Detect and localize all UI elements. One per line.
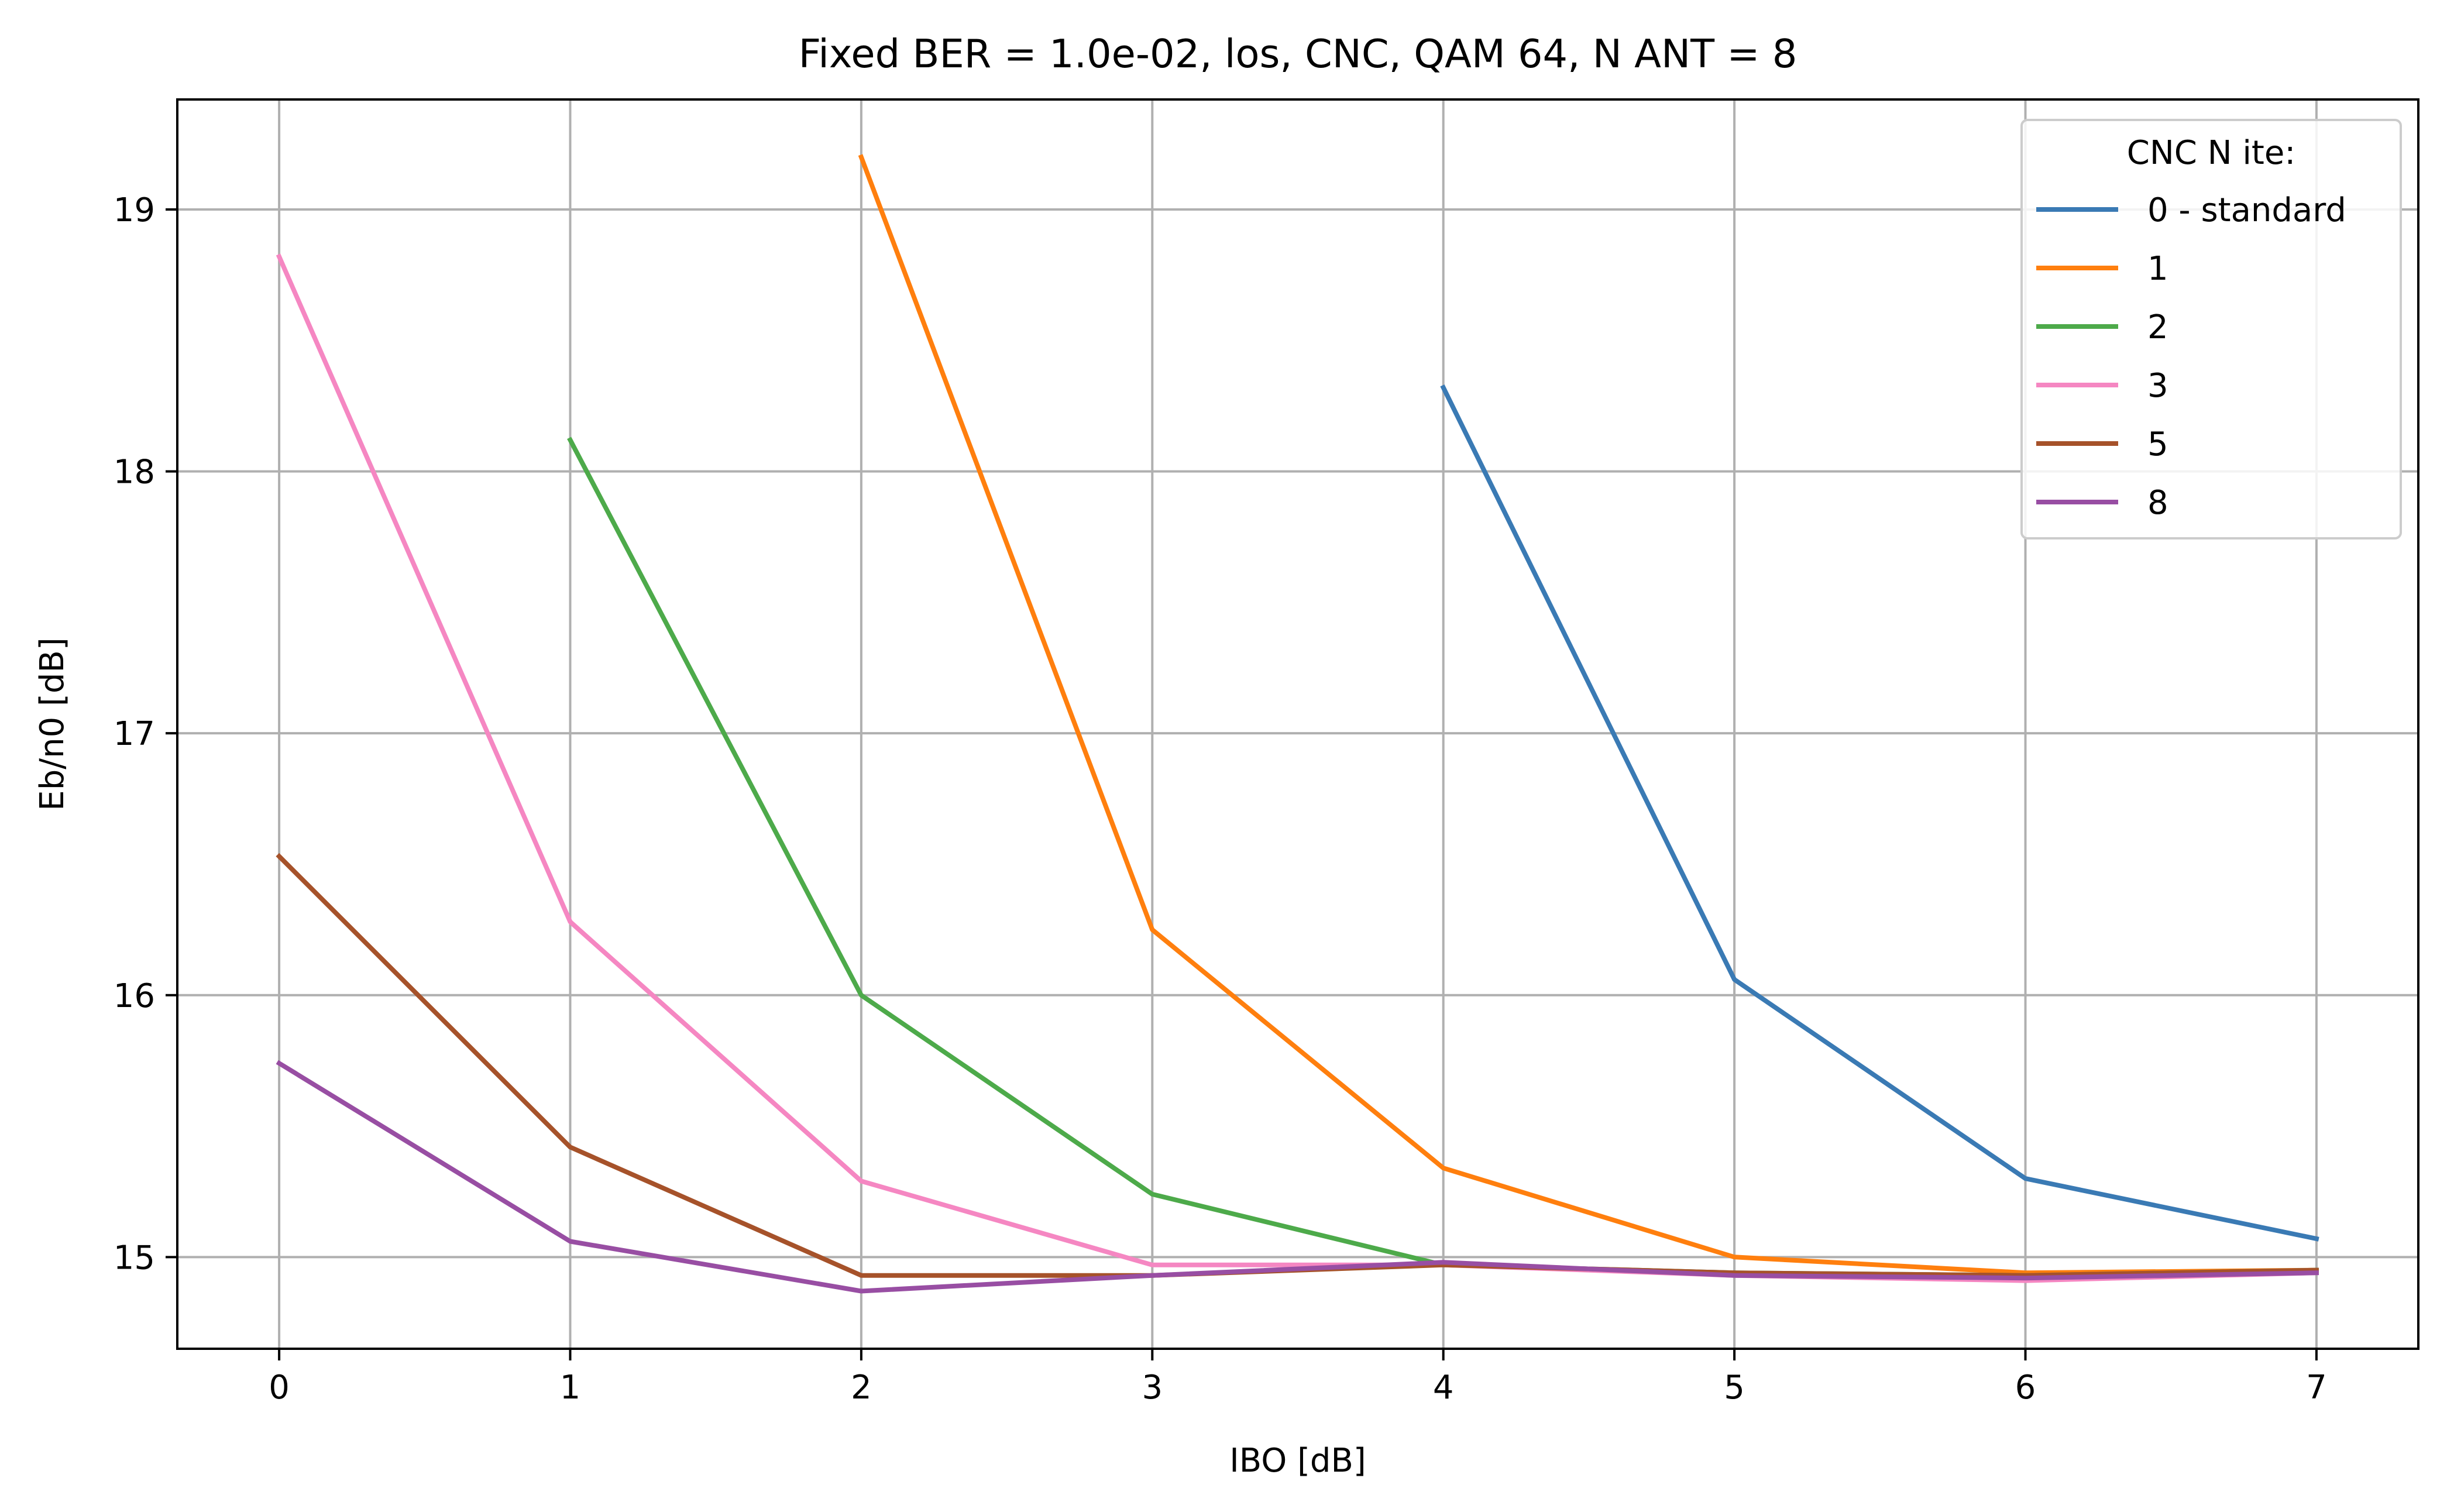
plot-area-frame bbox=[176, 98, 2419, 1350]
x-tick-label-2: 2 bbox=[851, 1369, 872, 1407]
chart-title: Fixed BER = 1.0e-02, los, CNC, QAM 64, N… bbox=[799, 31, 1798, 77]
y-axis-label: Eb/n0 [dB] bbox=[33, 637, 71, 810]
y-tick-label-3: 18 bbox=[114, 453, 155, 492]
legend-title: CNC N ite: bbox=[2127, 134, 2295, 172]
x-axis-label: IBO [dB] bbox=[1229, 1442, 1366, 1480]
x-tick-label-1: 1 bbox=[560, 1369, 581, 1407]
legend-label-5: 8 bbox=[2147, 484, 2168, 522]
x-tick-label-5: 5 bbox=[1724, 1369, 1745, 1407]
x-tick-label-3: 3 bbox=[1142, 1369, 1163, 1407]
legend-label-3: 3 bbox=[2147, 367, 2168, 405]
x-tick-label-0: 0 bbox=[269, 1369, 290, 1407]
x-tick-label-4: 4 bbox=[1433, 1369, 1454, 1407]
y-tick-label-2: 17 bbox=[114, 715, 155, 753]
legend: CNC N ite: 0 - standard 1 2 3 5 8 bbox=[2020, 119, 2402, 539]
legend-label-1: 1 bbox=[2147, 250, 2168, 288]
legend-label-0: 0 - standard bbox=[2147, 191, 2346, 229]
legend-label-2: 2 bbox=[2147, 308, 2168, 346]
series-line-0 bbox=[1440, 384, 2319, 1242]
series-group bbox=[276, 154, 2319, 1294]
series-line-5 bbox=[276, 1060, 2319, 1294]
legend-entries: 0 - standard 1 2 3 5 8 bbox=[2036, 191, 2346, 522]
legend-label-4: 5 bbox=[2147, 425, 2168, 463]
x-tick-label-6: 6 bbox=[2015, 1369, 2036, 1407]
y-tick-label-1: 16 bbox=[114, 977, 155, 1015]
x-tick-label-7: 7 bbox=[2306, 1369, 2327, 1407]
y-tick-label-4: 19 bbox=[114, 191, 155, 229]
legend-box bbox=[2020, 119, 2402, 539]
y-tick-label-0: 15 bbox=[114, 1239, 155, 1277]
